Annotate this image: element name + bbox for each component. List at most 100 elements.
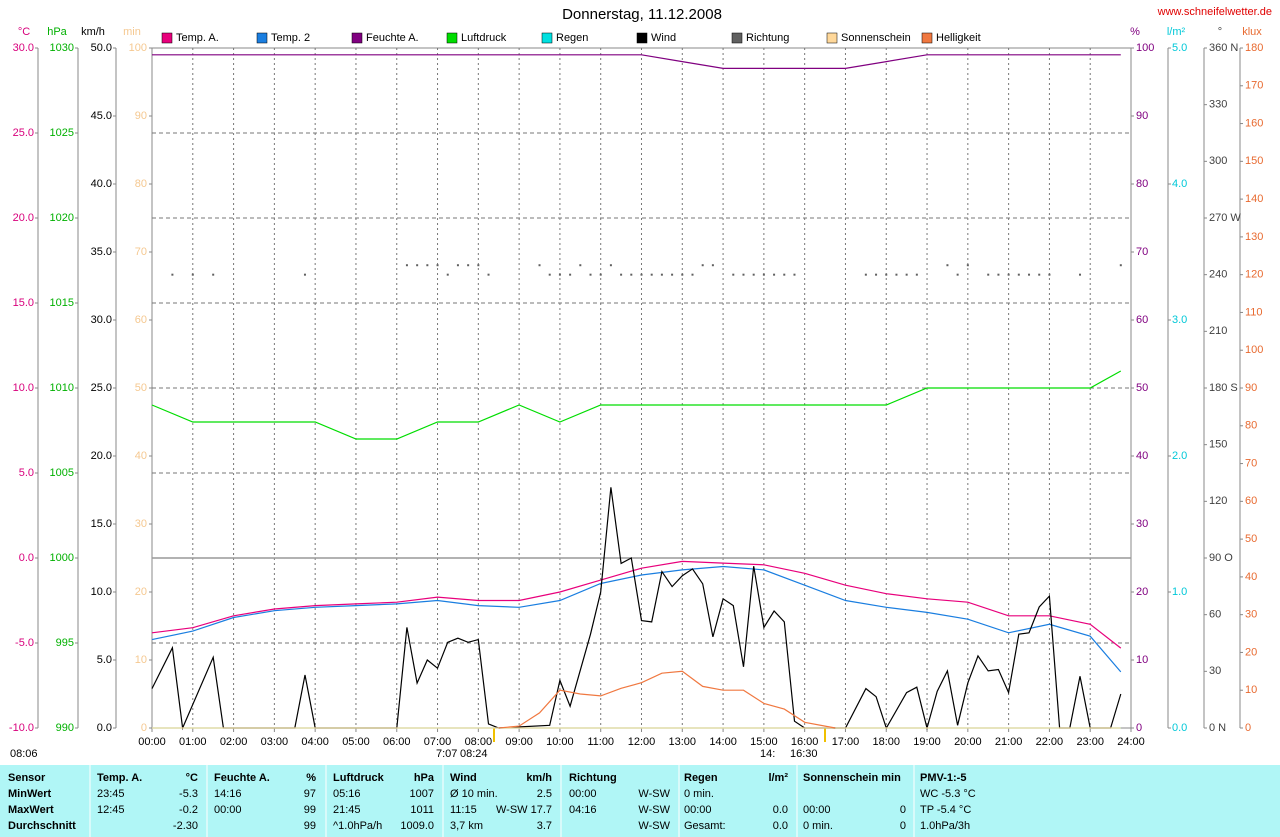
legend-label: Feuchte A.	[366, 32, 419, 44]
table-cell: 11:15	[450, 804, 477, 816]
table-cell: 0	[900, 820, 906, 832]
x-tick-label: 14:00	[709, 736, 737, 748]
direction-dot	[589, 273, 592, 276]
table-header: km/h	[526, 772, 552, 784]
legend-label: Richtung	[746, 32, 789, 44]
direction-dot	[987, 273, 990, 276]
direction-dot	[681, 273, 684, 276]
legend-swatch	[826, 32, 838, 44]
y-tick-label: 160	[1245, 117, 1263, 129]
x-tick-label: 16:00	[791, 736, 819, 748]
direction-dot	[783, 273, 786, 276]
table-header: Regen	[684, 772, 718, 784]
legend-swatch	[256, 32, 268, 44]
direction-dot	[773, 273, 776, 276]
direction-dot	[436, 264, 439, 267]
table-cell: 0.0	[773, 804, 788, 816]
legend-label: Temp. A.	[176, 32, 219, 44]
y-tick-label: 270 W	[1209, 212, 1241, 224]
y-tick-label: 70	[1136, 246, 1148, 258]
y-tick-label: 180	[1245, 42, 1263, 54]
y-tick-label: 80	[1245, 420, 1257, 432]
x-tick-label: 22:00	[1036, 736, 1064, 748]
table-header: °C	[186, 772, 198, 784]
direction-dot	[997, 273, 1000, 276]
table-header: Luftdruck	[333, 772, 385, 784]
table-cell: 04:16	[569, 804, 597, 816]
y-tick-label: 180 S	[1209, 382, 1238, 394]
y-tick-label: 300	[1209, 155, 1227, 167]
x-tick-label: 15:00	[750, 736, 778, 748]
legend-swatch	[161, 32, 173, 44]
table-cell: 0	[900, 804, 906, 816]
direction-dot	[650, 273, 653, 276]
table-cell: 99	[304, 804, 316, 816]
axis-unit: km/h	[81, 26, 105, 38]
y-tick-label: 1000	[50, 552, 74, 564]
y-tick-label: 30	[135, 518, 147, 530]
x-tick-label: 10:00	[546, 736, 574, 748]
table-cell: WC -5.3 °C	[920, 788, 976, 800]
table-cell: 14:16	[214, 788, 242, 800]
x-tick-label: 12:00	[628, 736, 656, 748]
chart-title: Donnerstag, 11.12.2008	[562, 6, 722, 23]
y-tick-label: 70	[1245, 457, 1257, 469]
direction-dot	[1007, 273, 1010, 276]
x-tick-label: 02:00	[220, 736, 248, 748]
table-header: Sonnenschein min	[803, 772, 901, 784]
direction-dot	[875, 273, 878, 276]
direction-dot	[671, 273, 674, 276]
direction-dot	[446, 273, 449, 276]
table-header: hPa	[414, 772, 435, 784]
y-tick-label: 0	[141, 722, 147, 734]
y-tick-label: 10	[1245, 684, 1257, 696]
direction-dot	[212, 273, 215, 276]
y-tick-label: 35.0	[91, 246, 112, 258]
direction-dot	[405, 264, 408, 267]
table-header: Temp. A.	[97, 772, 142, 784]
y-tick-label: 100	[1136, 42, 1154, 54]
y-tick-label: 10.0	[91, 586, 112, 598]
axis-unit: klux	[1242, 26, 1262, 38]
table-cell: 00:00	[803, 804, 831, 816]
legend-swatch	[921, 32, 933, 44]
table-header: Wind	[450, 772, 477, 784]
legend-swatch	[446, 32, 458, 44]
legend-swatch	[731, 32, 743, 44]
table-cell: W-SW 17.7	[496, 804, 552, 816]
x-tick-label: 18:00	[872, 736, 900, 748]
direction-dot	[1017, 273, 1020, 276]
series-line	[498, 670, 836, 729]
y-tick-label: 4.0	[1172, 178, 1187, 190]
y-tick-label: 10	[135, 654, 147, 666]
y-tick-label: 5.0	[1172, 42, 1187, 54]
table-cell: Gesamt:	[684, 820, 726, 832]
table-cell: ^1.0hPa/h	[333, 820, 382, 832]
y-tick-label: 1.0	[1172, 586, 1187, 598]
y-tick-label: 240	[1209, 269, 1227, 281]
y-tick-label: 20.0	[91, 450, 112, 462]
table-header: Richtung	[569, 772, 617, 784]
x-tick-label: 19:00	[913, 736, 941, 748]
y-tick-label: 90	[135, 110, 147, 122]
y-tick-label: 50	[1136, 382, 1148, 394]
y-tick-label: 90 O	[1209, 552, 1233, 564]
axis-unit: %	[1130, 26, 1140, 38]
table-cell: MinWert	[8, 788, 52, 800]
y-tick-label: 0	[1245, 722, 1251, 734]
axis-unit: °	[1218, 26, 1222, 38]
time-mark: 14:	[760, 748, 775, 760]
y-tick-label: 330	[1209, 99, 1227, 111]
direction-dot	[303, 273, 306, 276]
y-tick-label: 25.0	[13, 127, 34, 139]
legend-label: Sonnenschein	[841, 32, 911, 44]
y-tick-label: 5.0	[19, 467, 34, 479]
direction-dot	[1038, 273, 1041, 276]
direction-dot	[946, 264, 949, 267]
y-tick-label: -10.0	[9, 722, 34, 734]
time-mark: 08:06	[10, 748, 38, 760]
table-cell: 1.0hPa/3h	[920, 820, 970, 832]
table-cell: 0 min.	[684, 788, 714, 800]
axis-unit: min	[123, 26, 141, 38]
